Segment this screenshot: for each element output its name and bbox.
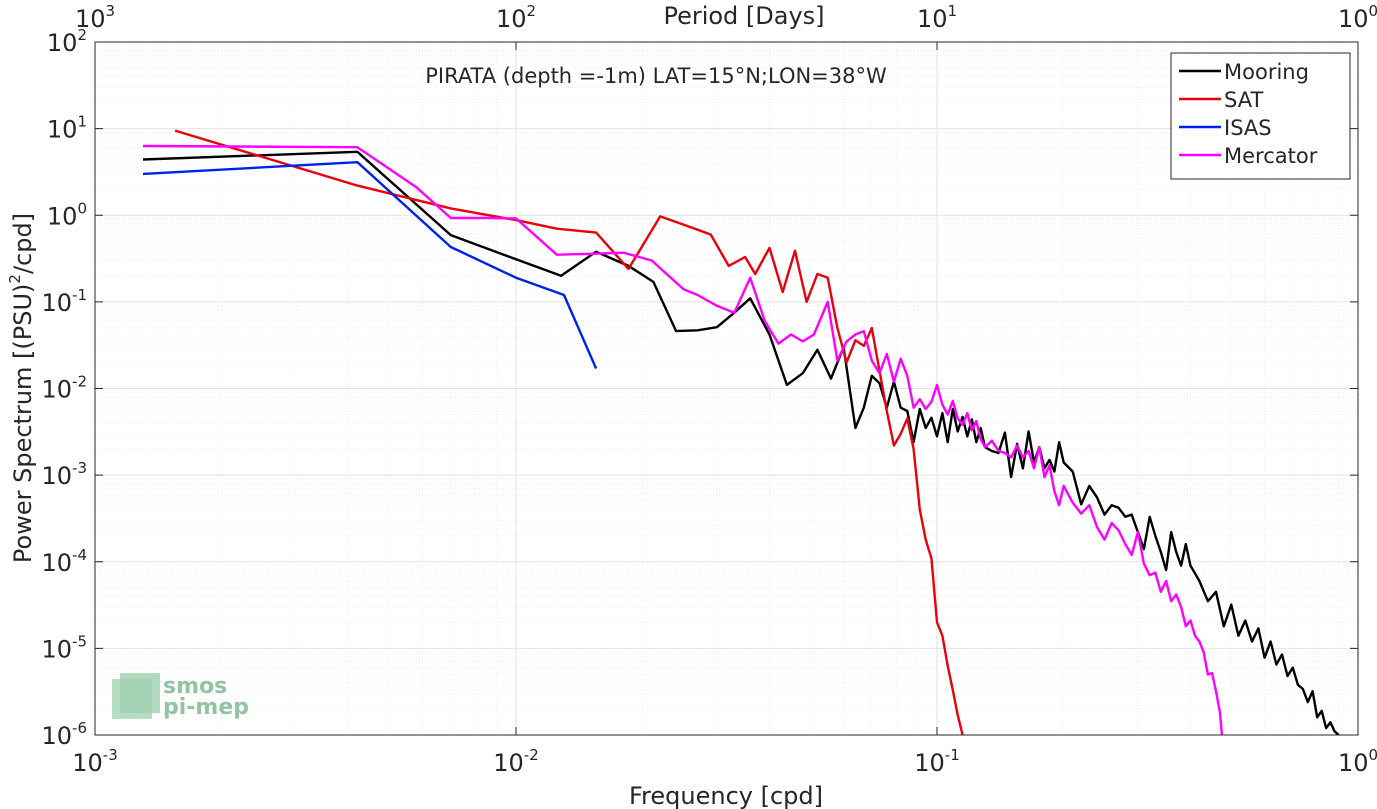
x-tick-label-base: 10 <box>493 749 524 777</box>
y-tick-label: 100 <box>47 199 87 230</box>
x-tick-label: 10-1 <box>914 746 960 777</box>
y-tick-label-exp: -2 <box>72 373 87 391</box>
legend-label-mercator: Mercator <box>1224 144 1318 168</box>
y-tick-label: 10-3 <box>41 459 87 490</box>
top-axis-title: Period [Days] <box>663 2 824 30</box>
y-tick-label-exp: -4 <box>72 546 87 564</box>
chart-title: PIRATA (depth =-1m) LAT=15°N;LON=38°W <box>425 64 887 88</box>
x-tick-label-exp: -2 <box>524 746 539 764</box>
x-tick-label: 10-3 <box>72 746 118 777</box>
y-tick-label-exp: 1 <box>77 113 87 131</box>
y-tick-label-base: 10 <box>41 635 72 663</box>
x-tick-label-base: 10 <box>72 749 103 777</box>
y-tick-label: 10-5 <box>41 632 87 663</box>
y-tick-label-exp: 0 <box>77 199 87 217</box>
x-tick-label-exp: 0 <box>1369 746 1377 764</box>
top-tick-label-base: 10 <box>1338 5 1369 33</box>
y-tick-label-base: 10 <box>47 29 78 57</box>
y-tick-label: 10-1 <box>41 286 87 317</box>
top-tick-label-base: 10 <box>75 5 106 33</box>
top-tick-label-base: 10 <box>917 5 948 33</box>
y-tick-label-base: 10 <box>41 549 72 577</box>
legend-label-sat: SAT <box>1224 88 1263 112</box>
legend-label-isas: ISAS <box>1224 116 1272 140</box>
y-tick-label-base: 10 <box>41 722 72 750</box>
y-tick-label-exp: -1 <box>72 286 87 304</box>
y-tick-label-base: 10 <box>41 462 72 490</box>
y-tick-label-exp: -6 <box>72 719 87 737</box>
y-tick-label-exp: -3 <box>72 459 87 477</box>
top-tick-label-exp: 3 <box>106 2 116 20</box>
top-tick-label-exp: 1 <box>948 2 958 20</box>
x-tick-label-exp: -1 <box>945 746 960 764</box>
x-tick-label-exp: -3 <box>103 746 118 764</box>
y-tick-label: 10-2 <box>41 373 87 404</box>
y-tick-label-base: 10 <box>47 202 78 230</box>
series-line-isas <box>142 160 598 369</box>
top-tick-label-exp: 2 <box>527 2 537 20</box>
y-axis-title-sup: 2 <box>6 274 24 284</box>
top-tick-label: 101 <box>917 2 957 33</box>
y-tick-label-base: 10 <box>41 376 72 404</box>
top-tick-label-base: 10 <box>496 5 527 33</box>
top-tick-label-exp: 0 <box>1369 2 1377 20</box>
y-tick-label-exp: -5 <box>72 632 87 650</box>
smos-pi-mep-logo: smos pi-mep <box>112 673 249 720</box>
y-tick-label: 10-6 <box>41 719 87 750</box>
legend-label-mooring: Mooring <box>1224 60 1309 84</box>
y-axis-title: Power Spectrum [(PSU)2/cpd] <box>6 213 37 563</box>
y-tick-label-exp: 2 <box>77 26 87 44</box>
y-tick-label-base: 10 <box>47 116 78 144</box>
y-tick-label: 102 <box>47 26 87 57</box>
x-tick-label-base: 10 <box>1338 749 1369 777</box>
logo-line1: smos <box>163 674 227 699</box>
y-axis-title-tail: /cpd] <box>9 213 37 274</box>
x-tick-label: 10-2 <box>493 746 539 777</box>
y-tick-label-base: 10 <box>41 289 72 317</box>
x-axis-title: Frequency [cpd] <box>629 782 823 809</box>
top-tick-label: 102 <box>496 2 536 33</box>
y-tick-label: 101 <box>47 113 87 144</box>
grid <box>94 41 1359 736</box>
x-tick-label-base: 10 <box>914 749 945 777</box>
logo-mark-back <box>120 673 160 713</box>
legend-box <box>1170 52 1351 180</box>
top-tick-label: 100 <box>1338 2 1377 33</box>
y-tick-label: 10-4 <box>41 546 87 577</box>
series-line-mercator <box>142 144 1224 735</box>
y-axis-title-main: Power Spectrum [(PSU) <box>9 284 37 563</box>
x-tick-label: 100 <box>1338 746 1377 777</box>
series-line-sat <box>174 129 964 735</box>
series-group <box>142 129 1340 735</box>
top-tick-label: 103 <box>75 2 115 33</box>
logo-line2: pi-mep <box>163 695 249 720</box>
legend: Mooring SAT ISAS Mercator <box>1170 52 1351 180</box>
